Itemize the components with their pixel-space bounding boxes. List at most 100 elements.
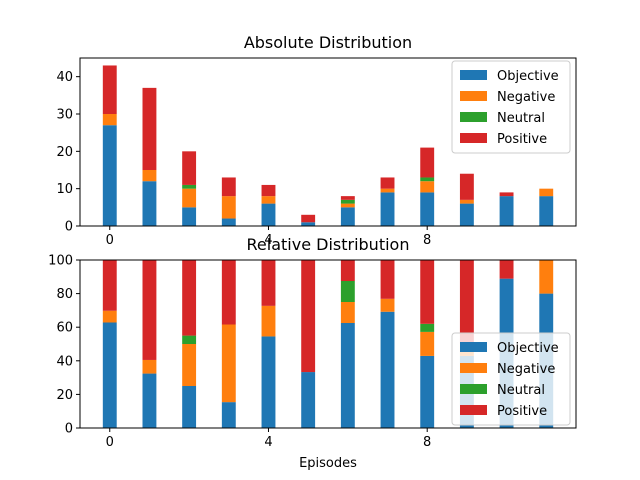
bar-objective-4 <box>261 203 276 226</box>
bar-positive-6 <box>340 260 355 281</box>
bar-objective-2 <box>182 386 197 428</box>
legend-label-neutral: Neutral <box>497 111 545 126</box>
bar-negative-3 <box>221 324 236 403</box>
chart-title: Relative Distribution <box>247 235 410 254</box>
bar-objective-5 <box>301 222 316 226</box>
bar-negative-6 <box>340 302 355 323</box>
legend-swatch-objective <box>460 70 487 80</box>
legend-swatch-neutral <box>460 112 487 122</box>
bar-objective-3 <box>221 218 236 226</box>
bar-negative-0 <box>102 310 117 323</box>
bar-positive-6 <box>340 196 355 200</box>
bar-negative-7 <box>380 298 395 312</box>
bar-objective-0 <box>102 322 117 428</box>
bar-objective-10 <box>499 196 514 226</box>
legend: Objective Negative Neutral Positive <box>451 60 571 154</box>
bar-objective-11 <box>539 196 554 226</box>
bar-objective-8 <box>420 192 435 226</box>
y-tick-label: 80 <box>56 287 73 302</box>
y-tick-label: 0 <box>65 220 73 235</box>
x-tick-label: 0 <box>106 233 114 248</box>
bar-negative-8 <box>420 181 435 193</box>
bar-neutral-2 <box>182 184 197 189</box>
y-tick-label: 10 <box>56 182 73 197</box>
legend-label-positive: Positive <box>497 404 547 419</box>
bar-negative-2 <box>182 344 197 386</box>
bar-positive-10 <box>499 192 514 197</box>
bar-objective-3 <box>221 402 236 428</box>
y-tick-label: 0 <box>65 422 73 437</box>
bar-objective-1 <box>142 181 157 226</box>
bar-positive-1 <box>142 260 157 360</box>
legend-swatch-negative <box>460 91 487 101</box>
legend-box <box>451 60 571 154</box>
bar-negative-0 <box>102 114 117 126</box>
bar-positive-3 <box>221 177 236 197</box>
bar-positive-8 <box>420 260 435 324</box>
bar-negative-4 <box>261 305 276 337</box>
y-tick-label: 40 <box>56 70 73 85</box>
y-tick-label: 30 <box>56 108 73 123</box>
y-tick-label: 20 <box>56 388 73 403</box>
bar-objective-8 <box>420 355 435 428</box>
bar-positive-8 <box>420 147 435 178</box>
bar-positive-7 <box>380 177 395 189</box>
legend-label-objective: Objective <box>497 69 559 84</box>
bar-objective-4 <box>261 336 276 428</box>
bar-objective-9 <box>459 203 474 226</box>
legend-box <box>451 332 571 426</box>
x-tick-label: 4 <box>264 233 272 248</box>
legend-label-negative: Negative <box>497 362 555 377</box>
plot-frame <box>79 259 577 429</box>
x-tick-label: 8 <box>423 233 431 248</box>
bar-negative-2 <box>182 188 197 208</box>
bar-positive-2 <box>182 151 197 185</box>
chart-panel-0: 0 10 20 30 40 0 4 8 Objective Negative Neutral Posi… <box>56 33 577 248</box>
bar-positive-5 <box>301 214 316 223</box>
bar-positive-5 <box>301 260 316 373</box>
legend-label-objective: Objective <box>497 341 559 356</box>
bar-positive-0 <box>102 260 117 311</box>
legend-label-negative: Negative <box>497 90 555 105</box>
bar-positive-1 <box>142 87 157 170</box>
plot-frame <box>79 57 577 227</box>
bar-negative-1 <box>142 359 157 374</box>
bar-positive-4 <box>261 260 276 306</box>
legend-label-neutral: Neutral <box>497 383 545 398</box>
bar-positive-3 <box>221 260 236 325</box>
chart-title: Absolute Distribution <box>244 33 412 52</box>
x-tick-label: 0 <box>106 435 114 450</box>
legend: Objective Negative Neutral Positive <box>451 332 571 426</box>
x-tick-label: 4 <box>264 435 272 450</box>
legend-swatch-neutral <box>460 384 487 394</box>
x-axis-label: Episodes <box>299 456 357 471</box>
bar-negative-9 <box>459 199 474 204</box>
y-tick-label: 40 <box>56 354 73 369</box>
y-tick-label: 60 <box>56 321 73 336</box>
bar-objective-6 <box>340 207 355 226</box>
x-tick-label: 8 <box>423 435 431 450</box>
bar-negative-1 <box>142 170 157 182</box>
bar-positive-10 <box>499 260 514 279</box>
legend-swatch-positive <box>460 405 487 415</box>
legend-label-positive: Positive <box>497 132 547 147</box>
legend-swatch-objective <box>460 342 487 352</box>
bar-positive-9 <box>459 173 474 200</box>
bar-neutral-8 <box>420 323 435 332</box>
bar-negative-4 <box>261 196 276 204</box>
bar-positive-7 <box>380 260 395 299</box>
bar-objective-6 <box>340 323 355 428</box>
bar-neutral-2 <box>182 335 197 344</box>
bar-negative-7 <box>380 188 395 193</box>
bar-negative-11 <box>539 188 554 197</box>
bar-neutral-6 <box>340 199 355 204</box>
legend-swatch-positive <box>460 133 487 143</box>
bar-positive-9 <box>459 260 474 344</box>
legend-swatch-negative <box>460 363 487 373</box>
bar-positive-0 <box>102 65 117 114</box>
bar-neutral-6 <box>340 281 355 302</box>
bar-objective-1 <box>142 373 157 428</box>
bar-negative-8 <box>420 331 435 356</box>
